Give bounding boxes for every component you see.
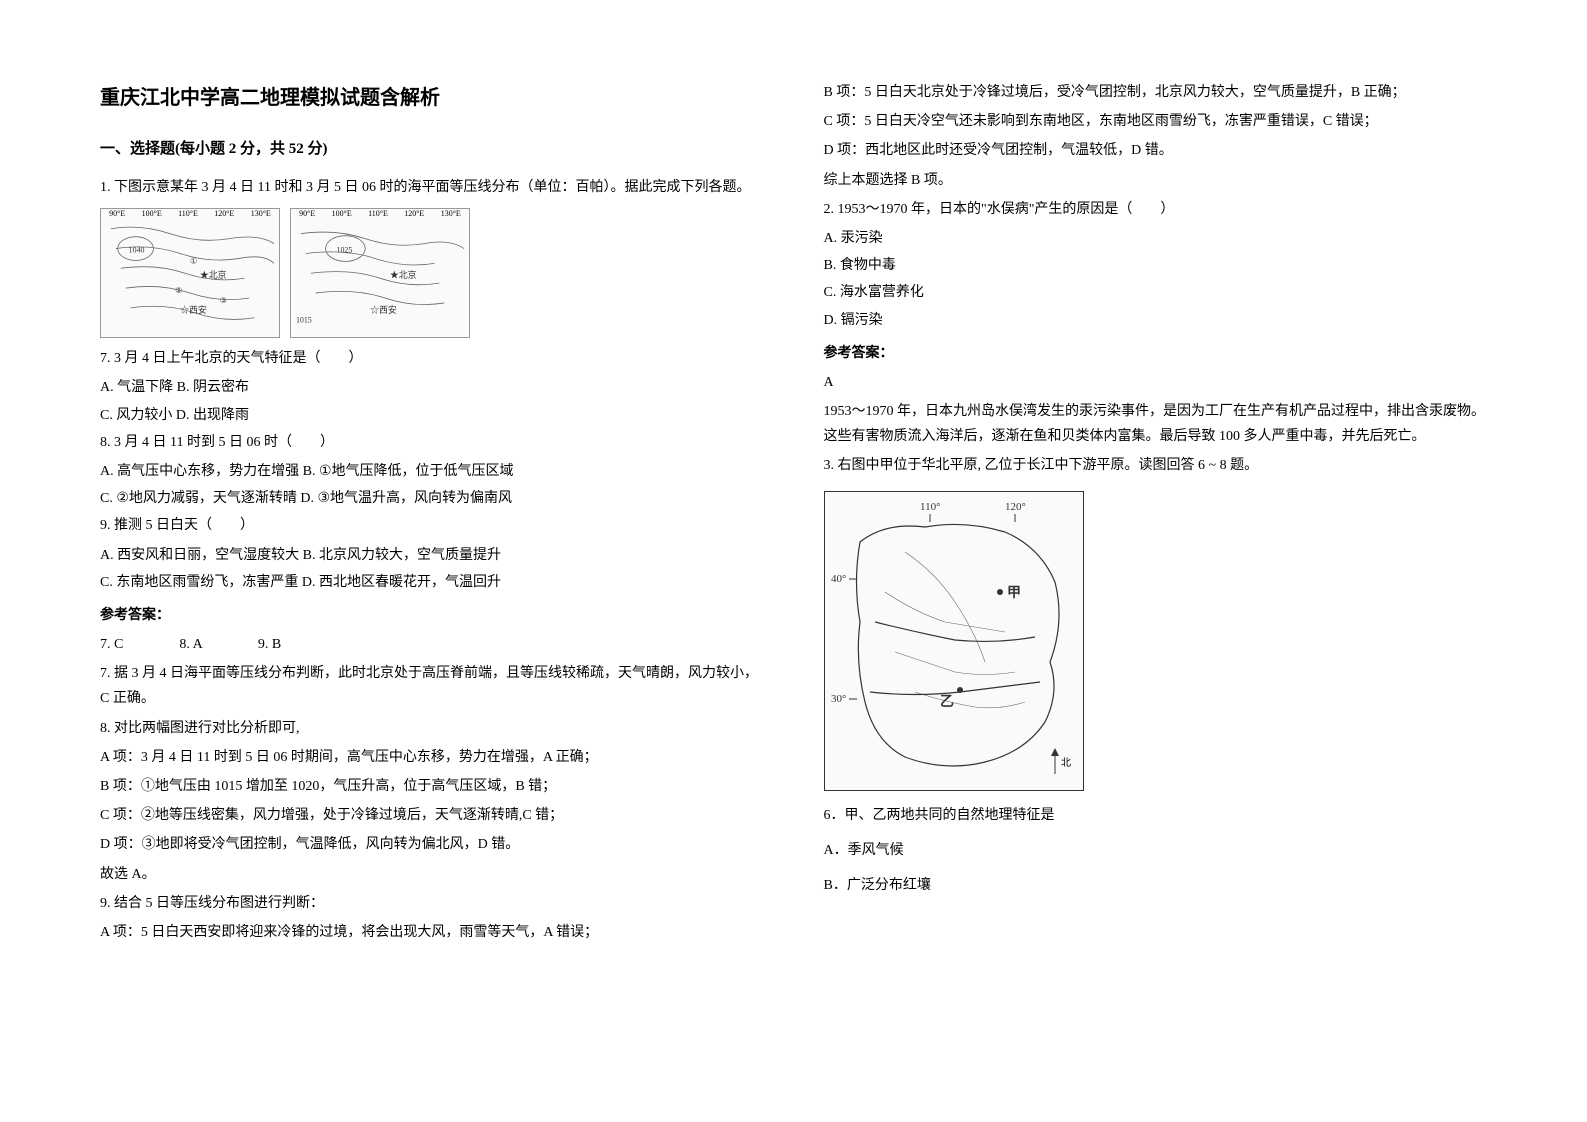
exp8-b: B 项：①地气压由 1015 增加至 1020，气压升高，位于高气压区域，B 错…: [100, 774, 764, 799]
q2-exp: 1953～1970 年，日本九州岛水俣湾发生的汞污染事件，是因为工厂在生产有机产…: [824, 399, 1488, 449]
svg-text:1025: 1025: [336, 246, 352, 255]
q2-d: D. 镉污染: [824, 308, 1488, 333]
section-header: 一、选择题(每小题 2 分，共 52 分): [100, 136, 764, 163]
right-column: B 项：5 日白天北京处于冷锋过境后，受冷气团控制，北京风力较大，空气质量提升，…: [824, 80, 1488, 949]
svg-text:1015: 1015: [296, 316, 312, 325]
svg-text:①: ①: [190, 257, 197, 266]
exp9-end: 综上本题选择 B 项。: [824, 168, 1488, 193]
svg-text:☆西安: ☆西安: [180, 304, 207, 315]
exp9-b: B 项：5 日白天北京处于冷锋过境后，受冷气团控制，北京风力较大，空气质量提升，…: [824, 80, 1488, 105]
exp7: 7. 据 3 月 4 日海平面等压线分布判断，此时北京处于高压脊前端，且等压线较…: [100, 661, 764, 711]
svg-text:③: ③: [220, 296, 227, 305]
q6: 6．甲、乙两地共同的自然地理特征是: [824, 803, 1488, 828]
q7: 7. 3 月 4 日上午北京的天气特征是（ ）: [100, 346, 764, 371]
svg-text:★北京: ★北京: [200, 269, 227, 280]
svg-text:甲: 甲: [1007, 585, 1021, 601]
q9: 9. 推测 5 日白天（ ）: [100, 513, 764, 538]
china-map-svg: 110° 120° 40° 30° 甲: [825, 492, 1085, 792]
svg-text:☆西安: ☆西安: [370, 304, 397, 315]
svg-text:②: ②: [175, 286, 182, 295]
weather-map-pair: 90°E 100°E 110°E 120°E 130°E 1040 ★北京 ☆西…: [100, 208, 764, 338]
document-title: 重庆江北中学高二地理模拟试题含解析: [100, 80, 764, 116]
q6-a: A．季风气候: [824, 838, 1488, 863]
q2-a: A. 汞污染: [824, 226, 1488, 251]
weather-map-1: 90°E 100°E 110°E 120°E 130°E 1040 ★北京 ☆西…: [100, 208, 280, 338]
q1-intro: 1. 下图示意某年 3 月 4 日 11 时和 3 月 5 日 06 时的海平面…: [100, 175, 764, 200]
q8: 8. 3 月 4 日 11 时到 5 日 06 时（ ）: [100, 430, 764, 455]
svg-text:1040: 1040: [129, 246, 145, 255]
isobar-svg-1: 1040 ★北京 ☆西安 ① ② ③: [101, 209, 279, 338]
svg-text:★北京: ★北京: [390, 269, 417, 280]
answer-label: 参考答案：: [100, 603, 764, 628]
q9-options-ab: A. 西安风和日丽，空气湿度较大 B. 北京风力较大，空气质量提升: [100, 543, 764, 568]
weather-map-2: 90°E 100°E 110°E 120°E 130°E 1025 ★北京 ☆西…: [290, 208, 470, 338]
svg-text:110°: 110°: [920, 501, 941, 513]
svg-text:乙: 乙: [940, 694, 954, 710]
q7-options-cd: C. 风力较小 D. 出现降雨: [100, 403, 764, 428]
exp9-a: A 项：5 日白天西安即将迎来冷锋的过境，将会出现大风，雨雪等天气，A 错误；: [100, 920, 764, 945]
exp9-intro: 9. 结合 5 日等压线分布图进行判断：: [100, 891, 764, 916]
exp8-c: C 项：②地等压线密集，风力增强，处于冷锋过境后，天气逐渐转晴,C 错；: [100, 803, 764, 828]
china-outline-map: 110° 120° 40° 30° 甲: [824, 491, 1084, 791]
exp8-d: D 项：③地即将受冷气团控制，气温降低，风向转为偏北风，D 错。: [100, 832, 764, 857]
q7-options-ab: A. 气温下降 B. 阴云密布: [100, 375, 764, 400]
q8-options-cd: C. ②地风力减弱，天气逐渐转晴 D. ③地气温升高，风向转为偏南风: [100, 486, 764, 511]
q9-options-cd: C. 东南地区雨雪纷飞，冻害严重 D. 西北地区春暖花开，气温回升: [100, 570, 764, 595]
svg-text:120°: 120°: [1005, 501, 1026, 513]
answers-789: 7. C 8. A 9. B: [100, 632, 764, 657]
svg-text:北: 北: [1061, 757, 1071, 769]
exp8-intro: 8. 对比两幅图进行对比分析即可,: [100, 716, 764, 741]
q8-options-ab: A. 高气压中心东移，势力在增强 B. ①地气压降低，位于低气压区域: [100, 459, 764, 484]
svg-text:30°: 30°: [831, 693, 846, 705]
exp8-end: 故选 A。: [100, 862, 764, 887]
q2-ans: A: [824, 370, 1488, 395]
q2-b: B. 食物中毒: [824, 253, 1488, 278]
isobar-svg-2: 1025 ★北京 ☆西安 1015: [291, 209, 469, 338]
q2: 2. 1953～1970 年，日本的"水俣病"产生的原因是（ ）: [824, 197, 1488, 222]
exp8-a: A 项：3 月 4 日 11 时到 5 日 06 时期间，高气压中心东移，势力在…: [100, 745, 764, 770]
q3: 3. 右图中甲位于华北平原, 乙位于长江中下游平原。读图回答 6 ~ 8 题。: [824, 453, 1488, 478]
svg-text:40°: 40°: [831, 573, 846, 585]
q6-b: B．广泛分布红壤: [824, 873, 1488, 898]
exp9-c: C 项：5 日白天冷空气还未影响到东南地区，东南地区雨雪纷飞，冻害严重错误，C …: [824, 109, 1488, 134]
answer-label-2: 参考答案：: [824, 341, 1488, 366]
left-column: 重庆江北中学高二地理模拟试题含解析 一、选择题(每小题 2 分，共 52 分) …: [100, 80, 764, 949]
q2-c: C. 海水富营养化: [824, 280, 1488, 305]
exp9-d: D 项：西北地区此时还受冷气团控制，气温较低，D 错。: [824, 138, 1488, 163]
